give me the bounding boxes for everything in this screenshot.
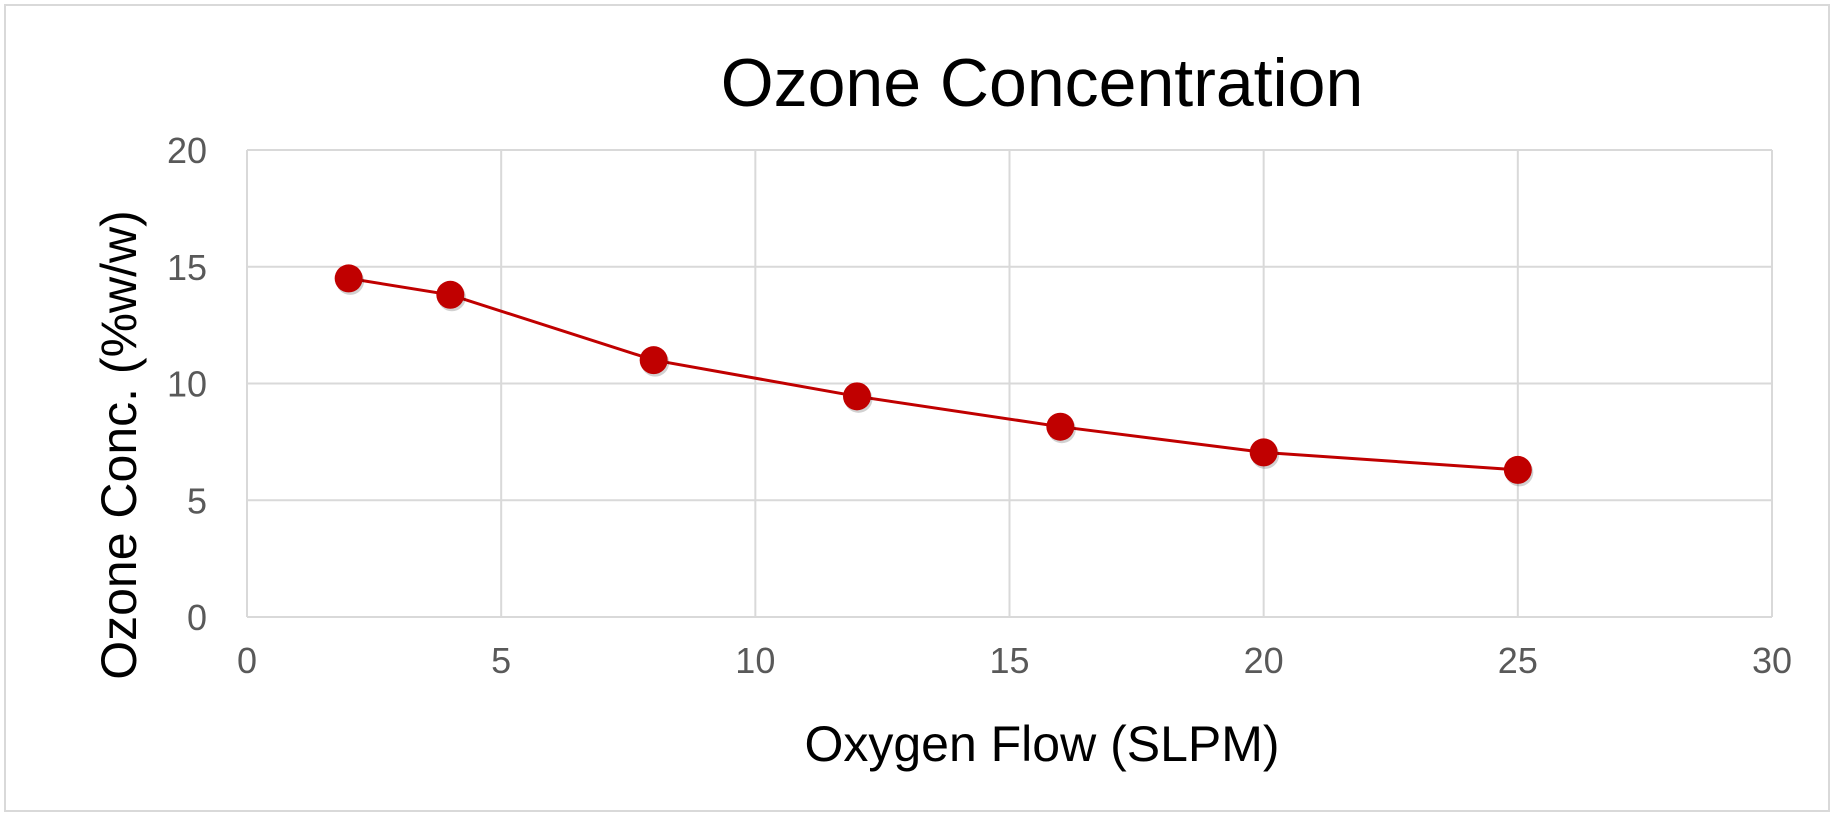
y-tick-label: 5 [187,480,207,521]
y-tick-label: 20 [167,130,207,171]
y-tick-label: 10 [167,364,207,405]
x-tick-label: 10 [735,640,775,681]
data-point [639,346,668,375]
x-tick-label: 20 [1244,640,1284,681]
grid-lines [246,149,1773,618]
data-point [334,264,363,293]
x-tick-label: 15 [989,640,1029,681]
data-series [334,264,1534,487]
chart-frame [4,4,1830,812]
data-point [436,280,465,309]
x-tick-label: 25 [1498,640,1538,681]
y-axis-label: Ozone Conc. (%w/w) [91,210,147,680]
data-point [1046,412,1075,441]
x-tick-label: 30 [1752,640,1792,681]
x-tick-label: 0 [237,640,257,681]
data-point [843,382,871,411]
data-point [1503,455,1532,484]
y-tick-label: 15 [167,247,207,288]
tick-labels: 0 5 10 15 20 25 30 0 5 10 15 20 [167,130,1792,681]
x-axis-label: Oxygen Flow (SLPM) [804,716,1279,772]
series-line [348,276,1518,472]
x-tick-label: 5 [491,640,511,681]
chart-title: Ozone Concentration [721,45,1364,121]
data-point [1249,438,1278,467]
y-tick-label: 0 [187,597,207,638]
